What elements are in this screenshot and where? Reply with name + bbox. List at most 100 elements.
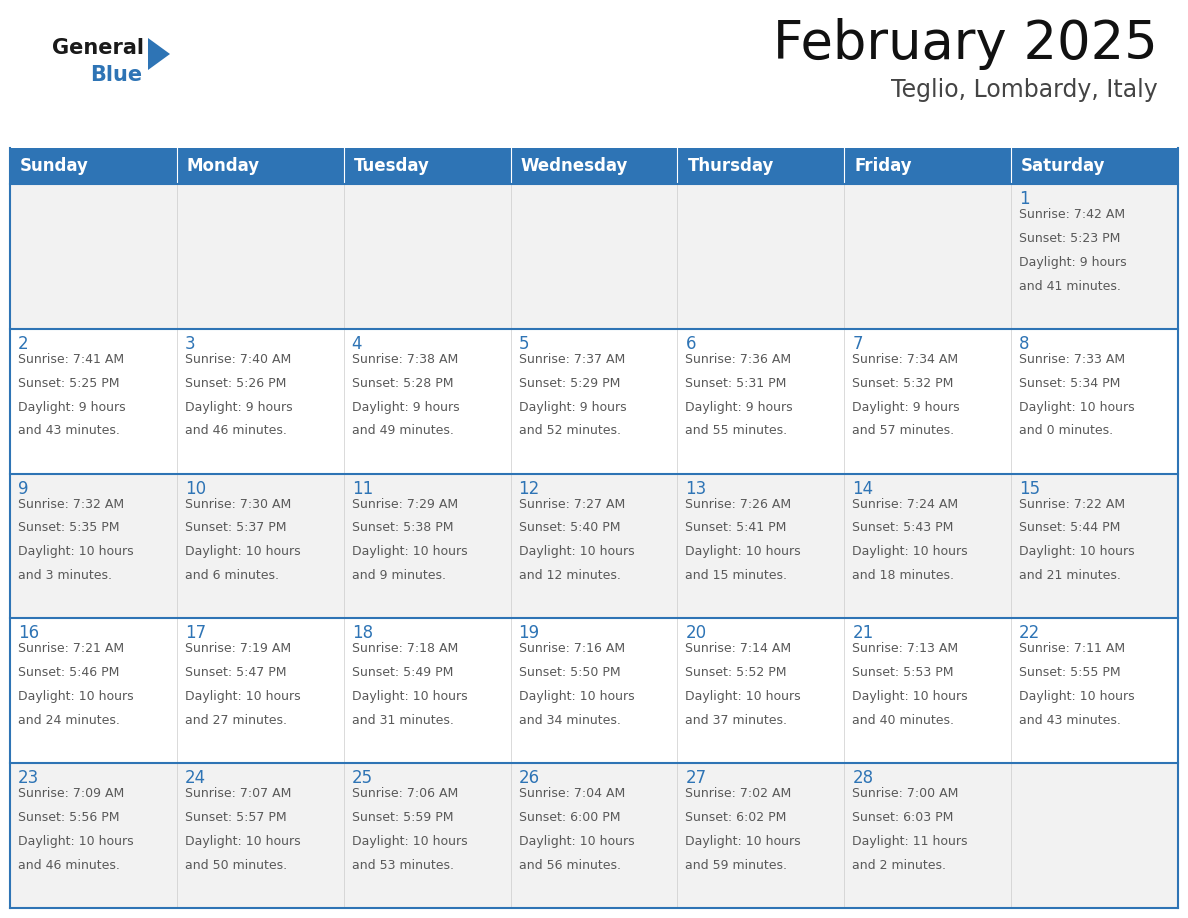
Text: 17: 17 [185, 624, 206, 643]
Text: Daylight: 10 hours: Daylight: 10 hours [685, 690, 801, 703]
Text: Wednesday: Wednesday [520, 157, 628, 175]
Bar [677, 619, 845, 763]
Text: 14: 14 [852, 479, 873, 498]
Bar [845, 184, 1011, 329]
Bar [511, 148, 677, 184]
Text: Sunrise: 7:14 AM: Sunrise: 7:14 AM [685, 643, 791, 655]
Text: 4: 4 [352, 335, 362, 353]
Text: Sunrise: 7:37 AM: Sunrise: 7:37 AM [519, 353, 625, 365]
Text: 1: 1 [1019, 190, 1030, 208]
Text: Sunrise: 7:41 AM: Sunrise: 7:41 AM [18, 353, 124, 365]
Text: and 46 minutes.: and 46 minutes. [185, 424, 286, 438]
Text: and 31 minutes.: and 31 minutes. [352, 714, 454, 727]
Text: Sunset: 5:28 PM: Sunset: 5:28 PM [352, 376, 453, 390]
Text: Sunset: 6:03 PM: Sunset: 6:03 PM [852, 812, 954, 824]
Bar [343, 474, 511, 619]
Text: Sunrise: 7:09 AM: Sunrise: 7:09 AM [18, 788, 125, 800]
Text: and 3 minutes.: and 3 minutes. [18, 569, 112, 582]
Text: Sunset: 5:47 PM: Sunset: 5:47 PM [185, 666, 286, 679]
Text: 7: 7 [852, 335, 862, 353]
Text: and 55 minutes.: and 55 minutes. [685, 424, 788, 438]
Text: Sunrise: 7:40 AM: Sunrise: 7:40 AM [185, 353, 291, 365]
Text: and 43 minutes.: and 43 minutes. [1019, 714, 1121, 727]
Text: Daylight: 10 hours: Daylight: 10 hours [1019, 400, 1135, 414]
Text: Daylight: 10 hours: Daylight: 10 hours [18, 835, 133, 848]
Bar [677, 474, 845, 619]
Bar [1011, 474, 1178, 619]
Text: Sunset: 5:38 PM: Sunset: 5:38 PM [352, 521, 453, 534]
Bar [177, 329, 343, 474]
Text: 5: 5 [519, 335, 529, 353]
Bar [10, 619, 177, 763]
Text: Sunrise: 7:38 AM: Sunrise: 7:38 AM [352, 353, 457, 365]
Text: Daylight: 10 hours: Daylight: 10 hours [852, 690, 968, 703]
Text: 16: 16 [18, 624, 39, 643]
Text: 19: 19 [519, 624, 539, 643]
Text: 27: 27 [685, 769, 707, 788]
Text: Sunrise: 7:29 AM: Sunrise: 7:29 AM [352, 498, 457, 510]
Text: Sunset: 5:31 PM: Sunset: 5:31 PM [685, 376, 786, 390]
Bar [10, 329, 177, 474]
Text: Daylight: 9 hours: Daylight: 9 hours [519, 400, 626, 414]
Text: Sunrise: 7:26 AM: Sunrise: 7:26 AM [685, 498, 791, 510]
Text: and 53 minutes.: and 53 minutes. [352, 859, 454, 872]
Text: and 52 minutes.: and 52 minutes. [519, 424, 620, 438]
Text: Sunset: 5:50 PM: Sunset: 5:50 PM [519, 666, 620, 679]
Bar [845, 148, 1011, 184]
Text: Sunset: 5:35 PM: Sunset: 5:35 PM [18, 521, 120, 534]
Text: and 41 minutes.: and 41 minutes. [1019, 280, 1121, 293]
Text: Sunset: 5:37 PM: Sunset: 5:37 PM [185, 521, 286, 534]
Text: and 18 minutes.: and 18 minutes. [852, 569, 954, 582]
Bar [177, 148, 343, 184]
Text: Sunset: 5:25 PM: Sunset: 5:25 PM [18, 376, 120, 390]
Text: and 37 minutes.: and 37 minutes. [685, 714, 788, 727]
Bar [343, 329, 511, 474]
Bar [511, 474, 677, 619]
Text: General: General [52, 38, 144, 58]
Text: Daylight: 10 hours: Daylight: 10 hours [685, 835, 801, 848]
Text: and 27 minutes.: and 27 minutes. [185, 714, 286, 727]
Text: Daylight: 10 hours: Daylight: 10 hours [1019, 690, 1135, 703]
Bar [677, 763, 845, 908]
Text: Daylight: 10 hours: Daylight: 10 hours [685, 545, 801, 558]
Bar [845, 763, 1011, 908]
Text: Daylight: 9 hours: Daylight: 9 hours [1019, 256, 1126, 269]
Bar [177, 763, 343, 908]
Text: Sunset: 5:43 PM: Sunset: 5:43 PM [852, 521, 954, 534]
Text: and 40 minutes.: and 40 minutes. [852, 714, 954, 727]
Text: Sunset: 5:56 PM: Sunset: 5:56 PM [18, 812, 120, 824]
Text: 13: 13 [685, 479, 707, 498]
Text: Sunset: 5:40 PM: Sunset: 5:40 PM [519, 521, 620, 534]
Text: Sunrise: 7:22 AM: Sunrise: 7:22 AM [1019, 498, 1125, 510]
Text: Sunset: 5:41 PM: Sunset: 5:41 PM [685, 521, 786, 534]
Text: Sunrise: 7:36 AM: Sunrise: 7:36 AM [685, 353, 791, 365]
Text: Tuesday: Tuesday [354, 157, 430, 175]
Text: Daylight: 10 hours: Daylight: 10 hours [519, 545, 634, 558]
Bar [677, 184, 845, 329]
Text: Daylight: 10 hours: Daylight: 10 hours [185, 545, 301, 558]
Text: 18: 18 [352, 624, 373, 643]
Bar [10, 184, 177, 329]
Text: Sunrise: 7:34 AM: Sunrise: 7:34 AM [852, 353, 959, 365]
Text: Sunset: 5:23 PM: Sunset: 5:23 PM [1019, 232, 1120, 245]
Text: and 0 minutes.: and 0 minutes. [1019, 424, 1113, 438]
Text: Daylight: 10 hours: Daylight: 10 hours [352, 690, 467, 703]
Text: 24: 24 [185, 769, 206, 788]
Bar [511, 184, 677, 329]
Bar [10, 763, 177, 908]
Text: and 56 minutes.: and 56 minutes. [519, 859, 620, 872]
Text: February 2025: February 2025 [773, 18, 1158, 70]
Text: Sunset: 5:34 PM: Sunset: 5:34 PM [1019, 376, 1120, 390]
Bar [343, 763, 511, 908]
Text: Sunrise: 7:30 AM: Sunrise: 7:30 AM [185, 498, 291, 510]
Text: Friday: Friday [854, 157, 912, 175]
Text: and 43 minutes.: and 43 minutes. [18, 424, 120, 438]
Bar [845, 329, 1011, 474]
Text: Sunrise: 7:21 AM: Sunrise: 7:21 AM [18, 643, 124, 655]
Text: Sunset: 6:00 PM: Sunset: 6:00 PM [519, 812, 620, 824]
Bar [343, 148, 511, 184]
Text: and 34 minutes.: and 34 minutes. [519, 714, 620, 727]
Text: Daylight: 9 hours: Daylight: 9 hours [352, 400, 460, 414]
Text: Sunset: 5:52 PM: Sunset: 5:52 PM [685, 666, 786, 679]
Text: Sunset: 5:46 PM: Sunset: 5:46 PM [18, 666, 119, 679]
